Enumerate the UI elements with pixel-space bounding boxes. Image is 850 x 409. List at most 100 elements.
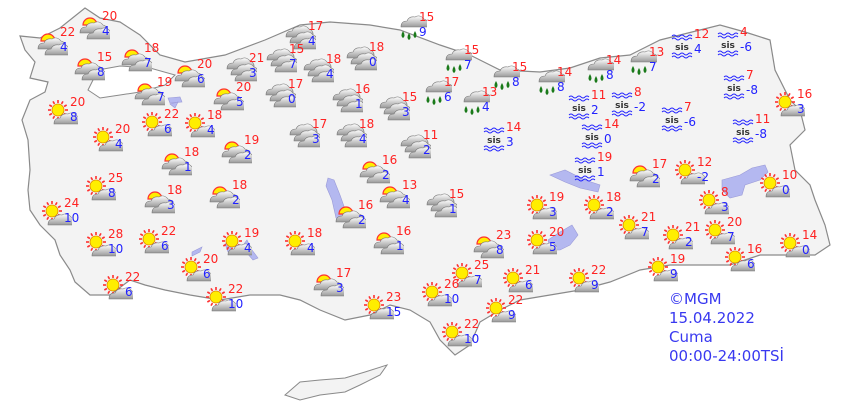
low-temperature: -2 <box>634 100 646 114</box>
low-temperature: 8 <box>70 110 78 124</box>
weather-station: 16 2 <box>358 154 398 192</box>
low-temperature: 4 <box>326 67 334 81</box>
low-temperature: 10 <box>444 292 460 306</box>
low-temperature: 8 <box>108 186 116 200</box>
low-temperature: 5 <box>236 95 244 109</box>
weather-station: 22 4 <box>36 26 76 64</box>
high-temperature: 20 <box>197 57 213 71</box>
high-temperature: 12 <box>694 27 710 41</box>
weather-station: 18 2 <box>208 179 248 217</box>
low-temperature: 6 <box>125 285 133 299</box>
weather-station: sis 19 1 <box>573 151 613 189</box>
svg-text:sis: sis <box>727 84 741 94</box>
high-temperature: 19 <box>597 150 613 164</box>
low-temperature: 7 <box>464 58 472 72</box>
lake-keban <box>549 169 601 193</box>
low-temperature: 1 <box>449 202 457 216</box>
weather-station: 20 5 <box>212 81 252 119</box>
high-temperature: 17 <box>308 19 324 33</box>
high-temperature: 22 <box>60 25 76 39</box>
low-temperature: 2 <box>358 213 366 227</box>
high-temperature: 8 <box>634 85 642 99</box>
high-temperature: 20 <box>115 122 131 136</box>
high-temperature: 14 <box>506 120 522 134</box>
weather-station: 28 10 <box>84 228 124 266</box>
weather-station: 15 8 <box>73 51 113 89</box>
low-temperature: 7 <box>641 225 649 239</box>
weather-station: 20 4 <box>78 10 118 48</box>
weather-station: sis 12 4 <box>670 28 710 66</box>
low-temperature: 4 <box>694 42 702 56</box>
low-temperature: 4 <box>308 34 316 48</box>
lake-iznik <box>167 96 183 104</box>
weather-station: 22 6 <box>101 271 141 309</box>
weather-station: 17 4 <box>284 20 324 58</box>
high-temperature: 22 <box>125 270 141 284</box>
high-temperature: 21 <box>525 263 541 277</box>
weather-station: sis 14 3 <box>482 121 522 159</box>
high-temperature: 14 <box>557 65 573 79</box>
weather-station: sis 14 0 <box>580 118 620 156</box>
weather-station: 26 10 <box>420 278 460 316</box>
weather-station: 15 9 <box>395 11 435 49</box>
low-temperature: 2 <box>685 235 693 249</box>
weather-station: 14 0 <box>778 229 818 267</box>
weather-station: 18 4 <box>283 227 323 265</box>
weather-station: 19 9 <box>646 253 686 291</box>
high-temperature: 18 <box>144 41 160 55</box>
high-temperature: 15 <box>402 90 418 104</box>
high-temperature: 17 <box>288 77 304 91</box>
low-temperature: 0 <box>802 243 810 257</box>
low-temperature: 6 <box>161 239 169 253</box>
weather-station: 18 1 <box>160 146 200 184</box>
low-temperature: -8 <box>746 83 758 97</box>
high-temperature: 15 <box>464 43 480 57</box>
low-temperature: 8 <box>496 243 504 257</box>
high-temperature: 8 <box>721 185 729 199</box>
weather-station: 16 3 <box>773 88 813 126</box>
map-caption: ©MGM 15.04.2022 Cuma 00:00-24:00TSİ <box>669 290 784 366</box>
weather-station: 21 3 <box>225 52 265 90</box>
low-temperature: 6 <box>164 122 172 136</box>
high-temperature: 19 <box>244 226 260 240</box>
low-temperature: 4 <box>359 132 367 146</box>
low-temperature: -6 <box>684 115 696 129</box>
low-temperature: 3 <box>312 132 320 146</box>
high-temperature: 22 <box>464 317 480 331</box>
weather-station: 18 3 <box>143 184 183 222</box>
high-temperature: 22 <box>228 282 244 296</box>
weather-station: 20 6 <box>173 58 213 96</box>
weather-station: 13 4 <box>458 86 498 124</box>
low-temperature: 2 <box>652 172 660 186</box>
high-temperature: 17 <box>336 266 352 280</box>
low-temperature: 0 <box>369 55 377 69</box>
weather-station: 22 10 <box>204 283 244 321</box>
weather-station: 22 6 <box>140 108 180 146</box>
high-temperature: 20 <box>549 225 565 239</box>
svg-text:sis: sis <box>721 41 735 51</box>
high-temperature: 25 <box>474 258 490 272</box>
low-temperature: 10 <box>108 242 124 256</box>
high-temperature: 18 <box>207 108 223 122</box>
weather-station: 17 0 <box>264 78 304 116</box>
low-temperature: 10 <box>464 332 480 346</box>
low-temperature: 1 <box>184 160 192 174</box>
low-temperature: 0 <box>782 183 790 197</box>
svg-text:sis: sis <box>585 133 599 143</box>
high-temperature: 13 <box>402 178 418 192</box>
low-temperature: -2 <box>697 170 709 184</box>
high-temperature: 11 <box>755 112 771 126</box>
copyright-label: ©MGM <box>669 290 722 308</box>
high-temperature: 13 <box>649 45 665 59</box>
high-temperature: 20 <box>727 215 743 229</box>
high-temperature: 18 <box>326 52 342 66</box>
low-temperature: 4 <box>115 137 123 151</box>
low-temperature: 3 <box>167 198 175 212</box>
high-temperature: 15 <box>512 60 528 74</box>
weather-station: 16 6 <box>723 243 763 281</box>
high-temperature: 12 <box>697 155 713 169</box>
low-temperature: 4 <box>402 193 410 207</box>
high-temperature: 16 <box>797 87 813 101</box>
